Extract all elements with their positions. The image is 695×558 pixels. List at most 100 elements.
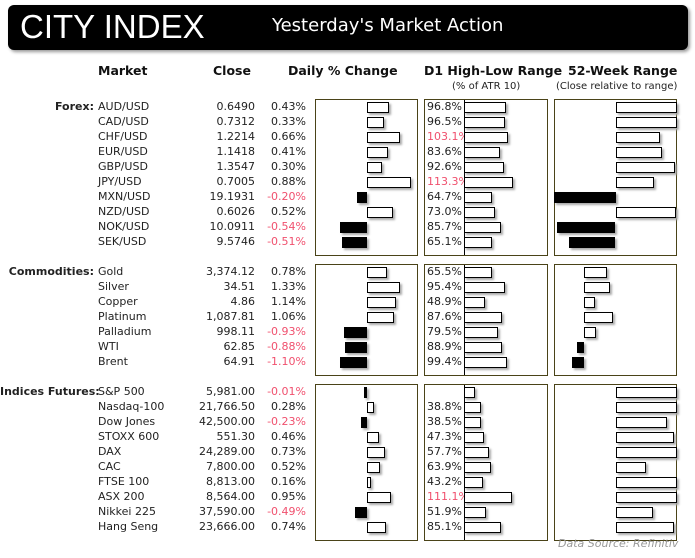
52wk-range-bar <box>615 432 674 443</box>
close-value: 24,289.00 <box>199 445 255 458</box>
d1-range-bar <box>464 177 513 188</box>
close-value: 998.11 <box>216 325 256 338</box>
market-name: STOXX 600 <box>98 430 160 443</box>
daily-pct: 1.14% <box>271 295 306 308</box>
daily-change-bar <box>367 147 388 158</box>
daily-pct: 0.95% <box>271 490 306 503</box>
daily-change-bar <box>339 357 367 368</box>
daily-change-bar <box>367 312 394 323</box>
close-value: 21,766.50 <box>199 400 255 413</box>
close-value: 34.51 <box>223 280 256 293</box>
52wk-range-panel <box>554 384 677 541</box>
daily-pct: 0.30% <box>271 160 306 173</box>
market-name: CAC <box>98 460 121 473</box>
d1-range-bar <box>464 282 506 293</box>
daily-pct: -0.93% <box>267 325 306 338</box>
d1-pct: 85.7% <box>427 220 462 233</box>
close-value: 1.1418 <box>216 145 256 158</box>
daily-change-bar <box>367 132 400 143</box>
52wk-range-bar <box>615 207 676 218</box>
d1-range-bar <box>464 222 501 233</box>
52wk-range-bar <box>583 267 607 278</box>
d1-range-bar <box>464 462 492 473</box>
daily-change-bar <box>340 222 367 233</box>
daily-pct: 1.06% <box>271 310 306 323</box>
52wk-range-bar <box>615 147 662 158</box>
close-value: 3,374.12 <box>206 265 255 278</box>
market-name: Brent <box>98 355 128 368</box>
market-name: S&P 500 <box>98 385 145 398</box>
d1-range-bar <box>464 477 483 488</box>
daily-pct: -1.10% <box>267 355 306 368</box>
market-name: NZD/USD <box>98 205 150 218</box>
daily-change-bar <box>367 177 411 188</box>
section-label: Indices Futures: <box>0 385 100 398</box>
d1-range-bar <box>464 327 499 338</box>
52wk-range-bar <box>554 192 616 203</box>
52wk-range-bar <box>615 132 661 143</box>
daily-change-bar <box>367 447 386 458</box>
daily-pct: 1.33% <box>271 280 306 293</box>
52wk-range-bar <box>615 402 677 413</box>
close-value: 42,500.00 <box>199 415 255 428</box>
header-bar: CITY INDEX Yesterday's Market Action <box>8 5 688 50</box>
col-header-close: Close <box>213 63 251 78</box>
d1-pct: 73.0% <box>427 205 462 218</box>
52wk-range-bar <box>615 492 677 503</box>
daily-pct: -0.01% <box>267 385 306 398</box>
market-name: DAX <box>98 445 122 458</box>
d1-pct: 48.9% <box>427 295 462 308</box>
daily-pct: 0.73% <box>271 445 306 458</box>
52wk-range-bar <box>583 297 595 308</box>
market-name: EUR/USD <box>98 145 148 158</box>
52wk-range-bar <box>583 282 610 293</box>
daily-pct: 0.78% <box>271 265 306 278</box>
close-value: 7,800.00 <box>206 460 255 473</box>
d1-pct: 103.1% <box>427 130 469 143</box>
d1-pct: 38.8% <box>427 400 462 413</box>
daily-change-bar <box>367 432 379 443</box>
52wk-range-panel <box>554 99 677 256</box>
d1-pct: 63.9% <box>427 460 462 473</box>
d1-pct: 96.5% <box>427 115 462 128</box>
d1-range-bar <box>464 387 476 398</box>
d1-range-bar <box>464 492 512 503</box>
close-value: 0.6026 <box>216 205 256 218</box>
daily-change-bar <box>367 402 374 413</box>
daily-pct: 0.66% <box>271 130 306 143</box>
d1-pct: 87.6% <box>427 310 462 323</box>
daily-change-panel <box>315 384 418 541</box>
daily-change-bar <box>345 342 367 353</box>
daily-pct: 0.28% <box>271 400 306 413</box>
col-header-daily: Daily % Change <box>288 63 398 78</box>
close-value: 10.0911 <box>209 220 256 233</box>
close-value: 1,087.81 <box>206 310 255 323</box>
52wk-range-bar <box>615 447 677 458</box>
d1-pct: 65.5% <box>427 265 462 278</box>
close-value: 9.5746 <box>216 235 256 248</box>
d1-range-panel <box>424 384 548 541</box>
daily-pct: 0.41% <box>271 145 306 158</box>
market-name: CHF/USD <box>98 130 148 143</box>
d1-range-bar <box>464 207 496 218</box>
d1-pct: 92.6% <box>427 160 462 173</box>
market-name: NOK/USD <box>98 220 150 233</box>
city-index-logo: CITY INDEX <box>20 8 205 45</box>
daily-change-bar <box>367 162 382 173</box>
market-name: MXN/USD <box>98 190 151 203</box>
52wk-range-bar <box>615 162 675 173</box>
daily-pct: -0.49% <box>267 505 306 518</box>
d1-pct: 57.7% <box>427 445 462 458</box>
d1-range-bar <box>464 342 503 353</box>
d1-range-bar <box>464 402 481 413</box>
d1-range-bar <box>464 102 506 113</box>
d1-range-bar <box>464 147 500 158</box>
close-value: 8,564.00 <box>206 490 255 503</box>
daily-change-bar <box>367 117 384 128</box>
daily-pct: -0.54% <box>267 220 306 233</box>
close-value: 4.86 <box>230 295 256 308</box>
market-name: SEK/USD <box>98 235 147 248</box>
d1-pct: 79.5% <box>427 325 462 338</box>
market-name: AUD/USD <box>98 100 150 113</box>
daily-change-bar <box>367 492 391 503</box>
